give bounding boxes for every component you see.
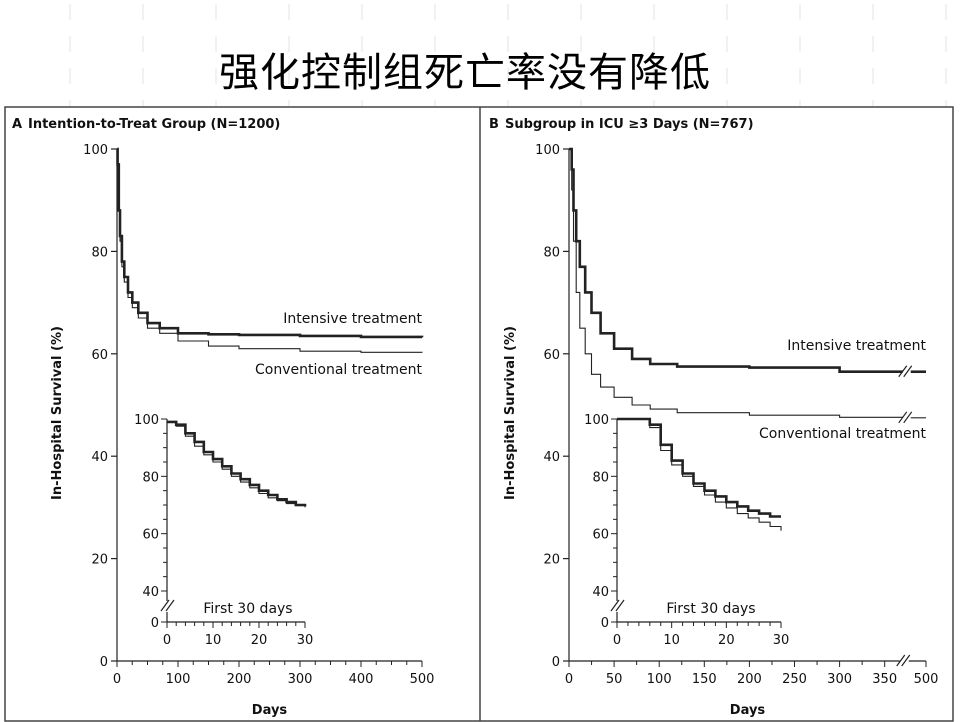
series-label: Intensive treatment	[787, 338, 926, 354]
inset-title: First 30 days	[203, 601, 292, 617]
panel-label: A	[12, 117, 22, 132]
inset-y-tick-label: 80	[142, 470, 159, 485]
panel-a: A Intention-to-Treat Group (N=1200) 0 20 40 6…	[12, 117, 434, 718]
x-tick-label: 300	[288, 672, 313, 687]
x-tick-label: 0	[113, 672, 121, 687]
inset-y-tick-label: 60	[592, 528, 609, 543]
series-line	[117, 148, 423, 353]
y-tick-label: 60	[543, 348, 560, 363]
y-tick-label: 40	[91, 450, 108, 465]
x-tick-label: 300	[827, 672, 852, 687]
inset-x-tick-label: 0	[163, 633, 171, 648]
panel-b: B Subgroup in ICU ≥3 Days (N=767) 0 20 40 60 8…	[489, 117, 938, 718]
series-break-mark	[898, 411, 913, 424]
x-axis-label: Days	[730, 703, 766, 718]
inset-y-tick-label: 40	[592, 585, 609, 600]
x-tick-label: 250	[782, 672, 807, 687]
series-break-mark	[898, 365, 913, 378]
y-tick-label: 0	[100, 655, 108, 670]
series-label: Conventional treatment	[255, 362, 422, 378]
x-tick-label: 200	[227, 672, 252, 687]
inset-x-tick-label: 30	[773, 633, 790, 648]
x-tick-label: 200	[737, 672, 762, 687]
x-axis-break-mark	[896, 654, 911, 667]
inset-x-tick-label: 20	[718, 633, 735, 648]
inset-y-tick-label: 100	[134, 413, 159, 428]
inset-x-tick-label: 10	[663, 633, 680, 648]
inset-y-tick-label: 0	[151, 616, 159, 631]
x-tick-label: 50	[606, 672, 623, 687]
inset-x-tick-label: 0	[613, 633, 621, 648]
inset-y-tick-label: 60	[142, 528, 159, 543]
y-tick-label: 40	[543, 450, 560, 465]
inset-y-tick-label: 40	[142, 585, 159, 600]
figure-border	[4, 106, 954, 722]
inset-y-tick-label: 100	[584, 413, 609, 428]
x-tick-label: 350	[872, 672, 897, 687]
x-tick-label: 100	[166, 672, 191, 687]
inset-y-tick-label: 0	[601, 616, 609, 631]
series-line	[569, 147, 903, 373]
x-tick-label: 400	[349, 672, 374, 687]
inset-x-tick-label: 30	[297, 633, 314, 648]
y-tick-label: 80	[91, 245, 108, 260]
figure-frame: A Intention-to-Treat Group (N=1200) 0 20 40 6…	[4, 106, 954, 722]
y-tick-label: 20	[91, 553, 108, 568]
inset-y-break-mark	[610, 599, 625, 612]
y-axis-label: In-Hospital Survival (%)	[50, 326, 65, 500]
panel-label: B	[489, 117, 499, 132]
inset-y-tick-label: 80	[592, 470, 609, 485]
series-label: Intensive treatment	[283, 311, 422, 327]
inset-series-line	[617, 418, 782, 531]
y-tick-label: 0	[552, 655, 560, 670]
inset-chart: 0 40 60 80 100 0 10 20 30 First 30 days	[584, 413, 789, 648]
panel-title: Intention-to-Treat Group (N=1200)	[28, 117, 280, 132]
inset-x-tick-label: 10	[205, 633, 222, 648]
inset-chart: 0 40 60 80 100 0 10 20 30 First 30 days	[134, 413, 313, 648]
y-tick-label: 100	[83, 143, 108, 158]
inset-series-line	[167, 420, 307, 507]
inset-series-line	[167, 421, 306, 508]
slide-title: 强化控制组死亡率没有降低	[219, 50, 711, 96]
background-grid	[69, 4, 947, 106]
x-tick-label: 500	[914, 672, 939, 687]
y-tick-label: 100	[535, 143, 560, 158]
x-tick-label: 150	[692, 672, 717, 687]
y-tick-label: 20	[543, 553, 560, 568]
y-axis-label: In-Hospital Survival (%)	[503, 326, 518, 500]
x-tick-label: 500	[410, 672, 435, 687]
series-label: Conventional treatment	[759, 426, 926, 442]
inset-x-tick-label: 20	[251, 633, 268, 648]
inset-title: First 30 days	[666, 601, 755, 617]
x-tick-label: 0	[565, 672, 573, 687]
y-tick-label: 80	[543, 245, 560, 260]
logo-stroke	[754, 22, 826, 28]
y-tick-label: 60	[91, 348, 108, 363]
x-axis-label: Days	[252, 703, 288, 718]
series-line	[569, 148, 904, 418]
x-tick-label: 100	[647, 672, 672, 687]
inset-y-break-mark	[160, 599, 175, 612]
panel-title: Subgroup in ICU ≥3 Days (N=767)	[505, 117, 754, 132]
